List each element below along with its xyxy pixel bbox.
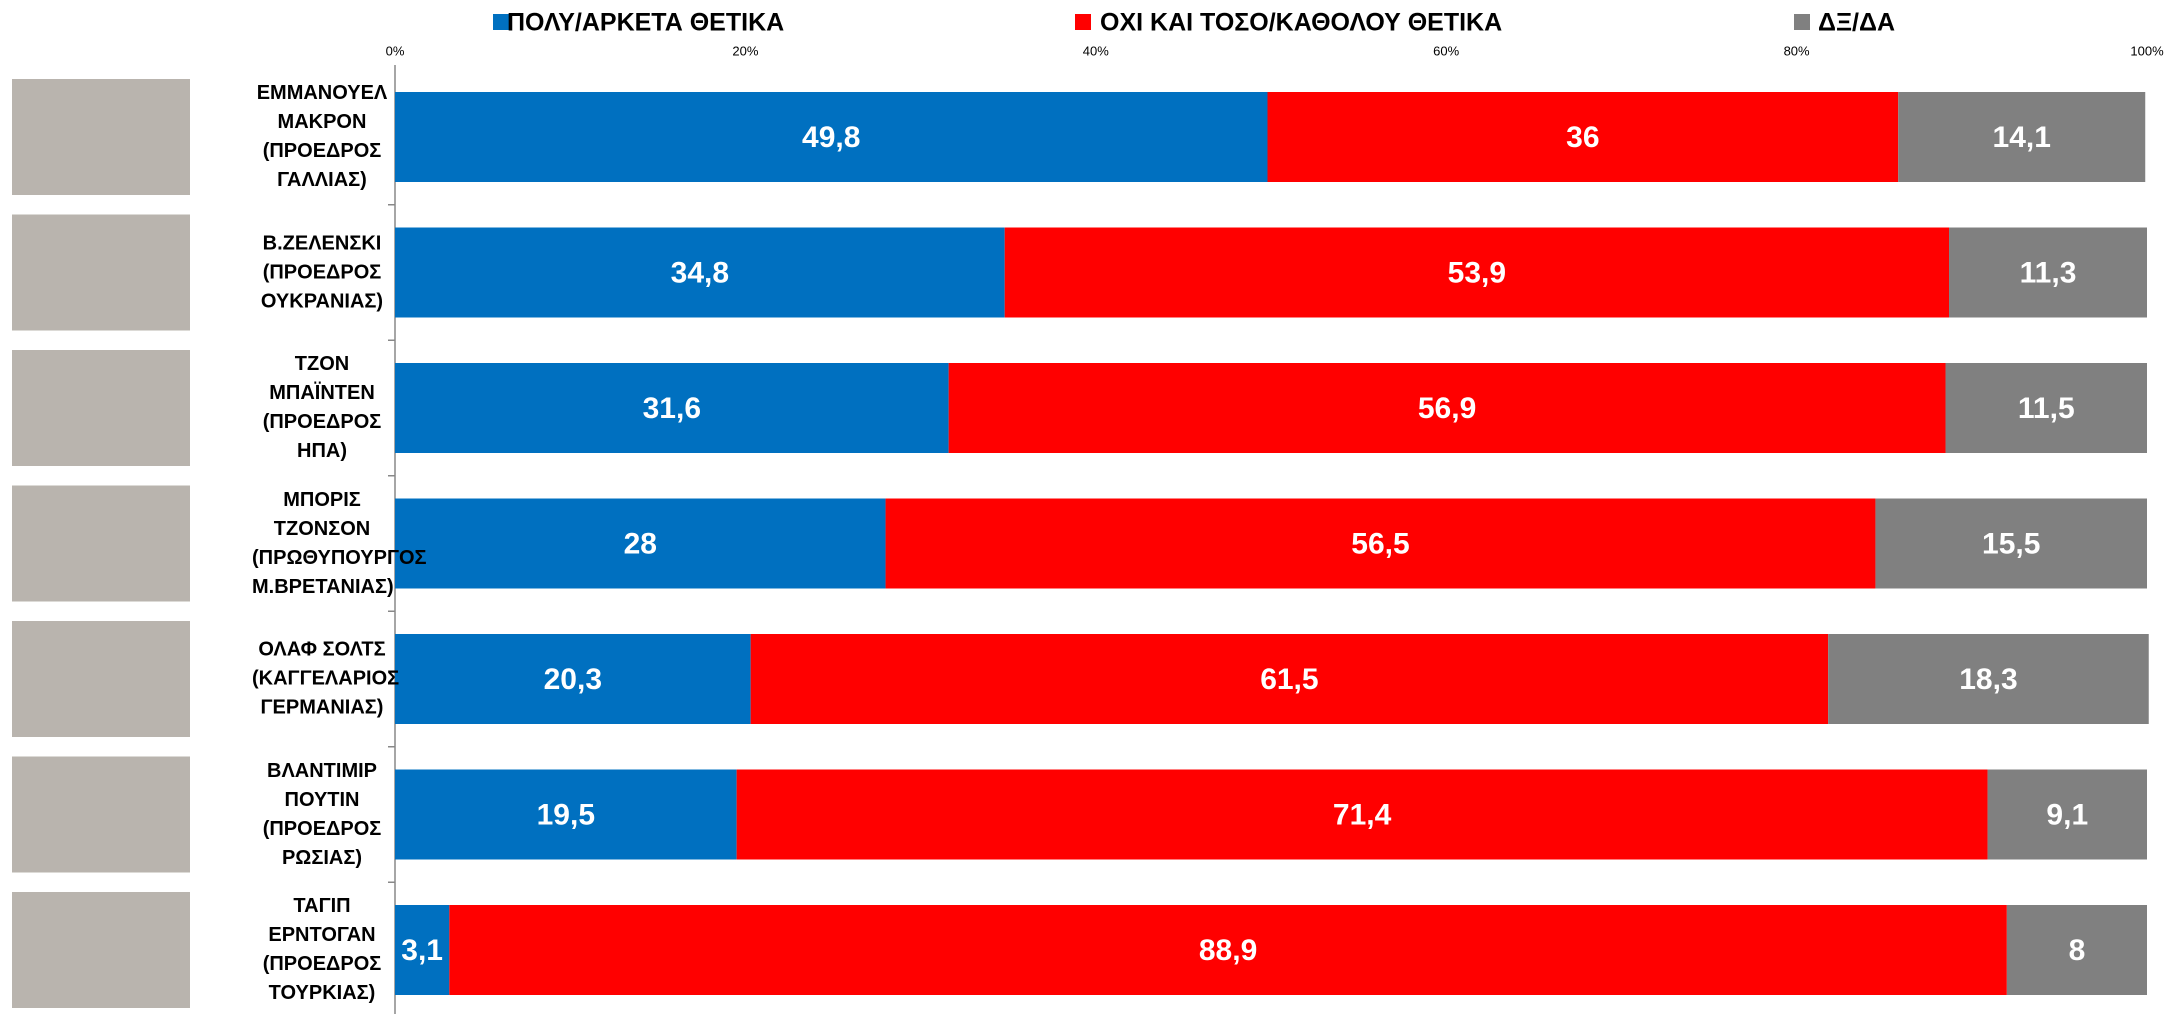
bar-segment [736, 769, 1988, 860]
value-label: 31,6 [643, 392, 701, 425]
bar-segment [948, 363, 1946, 453]
legend-label: ΠΟΛΥ/ΑΡΚΕΤΑ ΘΕΤΙΚΑ [507, 9, 784, 37]
category-label: ΤΖΟΝ ΜΠΑΪΝΤΕΝ (ΠΡΟΕΔΡΟΣ ΗΠΑ) [262, 353, 382, 462]
bar-segment [395, 227, 1005, 318]
x-tick-label: 80% [1784, 43, 1810, 58]
bar-segment [750, 634, 1829, 724]
category-label: ΤΑΓΙΠ ΕΡΝΤΟΓΑΝ (ΠΡΟΕΔΡΟΣ ΤΟΥΡΚΙΑΣ) [262, 895, 382, 1004]
value-label: 88,9 [1199, 934, 1257, 967]
value-label: 56,9 [1418, 392, 1476, 425]
category-label: ΒΛΑΝΤΙΜΙΡ ΠΟΥΤΙΝ (ΠΡΟΕΔΡΟΣ ΡΩΣΙΑΣ) [262, 759, 382, 869]
value-label: 71,4 [1333, 798, 1392, 831]
legend-swatch [493, 14, 509, 30]
value-label: 34,8 [671, 256, 729, 289]
value-label: 15,5 [1982, 527, 2040, 560]
value-label: 11,3 [2020, 256, 2077, 289]
value-label: 49,8 [802, 121, 860, 154]
photo [12, 892, 190, 1008]
value-label: 19,5 [537, 798, 595, 831]
bar-segment [395, 92, 1268, 182]
category-label: ΕΜΜΑΝΟΥΕΛ ΜΑΚΡΟΝ (ΠΡΟΕΔΡΟΣ ΓΑΛΛΙΑΣ) [256, 82, 388, 191]
photo [12, 756, 190, 873]
bar-segment [395, 905, 450, 995]
legend-swatch [1794, 14, 1810, 30]
category-label: ΟΛΑΦ ΣΟΛΤΣ (ΚΑΓΓΕΛΑΡΙΟΣ ΓΕΡΜΑΝΙΑΣ) [252, 638, 400, 719]
value-label: 36 [1566, 121, 1599, 154]
value-label: 14,1 [1993, 121, 2051, 154]
value-label: 11,5 [2018, 392, 2075, 425]
value-label: 9,1 [2046, 798, 2088, 831]
value-label: 56,5 [1351, 527, 1409, 560]
x-tick-label: 20% [732, 43, 758, 58]
category-label: Β.ΖΕΛΕΝΣΚΙ (ΠΡΟΕΔΡΟΣ ΟΥΚΡΑΝΙΑΣ) [260, 232, 384, 312]
photo [12, 485, 190, 602]
x-tick-label: 100% [2130, 43, 2164, 58]
bar-segment [2006, 905, 2147, 995]
bar-segment [1949, 227, 2147, 318]
photo [12, 621, 190, 737]
bar-segment [395, 363, 949, 453]
bar-segment [395, 634, 751, 724]
value-label: 20,3 [544, 663, 602, 696]
x-tick-label: 0% [386, 43, 405, 58]
photo [12, 79, 190, 195]
bar-segment [1004, 227, 1950, 318]
legend-swatch [1075, 14, 1091, 30]
bar-segment [885, 498, 1876, 589]
value-label: 61,5 [1260, 663, 1318, 696]
x-tick-label: 60% [1433, 43, 1459, 58]
bar-segment [1987, 769, 2147, 860]
bar-segment [395, 769, 737, 860]
value-label: 28 [624, 527, 657, 560]
x-tick-label: 40% [1083, 43, 1109, 58]
value-label: 8 [2069, 934, 2086, 967]
value-label: 18,3 [1959, 663, 2017, 696]
bar-segment [449, 905, 2007, 995]
bar-segment [1828, 634, 2149, 724]
value-label: 53,9 [1448, 256, 1506, 289]
bar-segment [1267, 92, 1899, 182]
value-label: 3,1 [401, 934, 443, 967]
photo [12, 214, 190, 331]
bar-segment [1945, 363, 2147, 453]
category-label: ΜΠΟΡΙΣ ΤΖΟΝΣΟΝ (ΠΡΩΘΥΠΟΥΡΓΟΣ Μ.ΒΡΕΤΑΝΙΑΣ… [252, 488, 427, 598]
photo [12, 350, 190, 466]
legend-label: ΔΞ/ΔΑ [1818, 9, 1895, 37]
bar-segment [1898, 92, 2146, 182]
bar-segment [395, 498, 886, 589]
legend-label: ΟΧΙ ΚΑΙ ΤΟΣΟ/ΚΑΘΟΛΟΥ ΘΕΤΙΚΑ [1100, 9, 1502, 37]
bar-segment [1875, 498, 2147, 589]
